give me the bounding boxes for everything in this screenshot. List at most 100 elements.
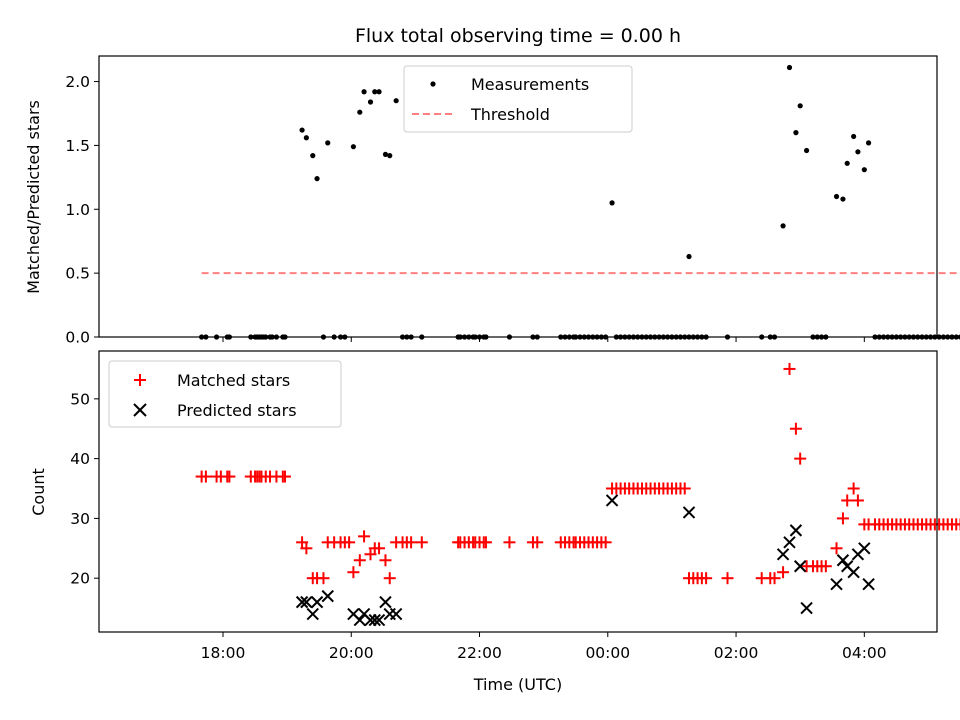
measurement-point [803,147,810,154]
chart-title: Flux total observing time = 0.00 h [355,25,681,47]
y-tick-label: 40 [70,450,90,468]
top-legend: Measurements Threshold [403,65,633,133]
top-panel: 0.00.51.01.52.0 Matched/Predicted stars … [24,55,960,347]
predicted-star-marker [776,548,790,561]
measurement-point [855,149,861,155]
measurement-point [840,196,846,202]
measurement-point [780,223,786,229]
matched-star-marker [223,470,236,483]
predicted-star-marker [858,542,871,555]
measurement-point [372,89,378,95]
matched-star-marker [830,542,843,555]
matched-star-marker [278,470,291,483]
top-y-axis-label: Matched/Predicted stars [24,100,43,294]
matched-star-marker [783,362,796,375]
bottom-legend: Matched stars Predicted stars [108,360,342,428]
matched-star-marker [851,494,864,507]
matched-star-marker [721,572,734,585]
y-tick-label: 50 [70,390,90,408]
measurement-point [350,144,356,150]
x-tick-label: 02:00 [714,644,759,662]
matched-star-marker [353,554,366,567]
matched-star-marker [405,536,418,549]
legend-matched-label: Matched stars [177,371,290,390]
y-tick-label: 20 [70,570,90,588]
matched-star-marker [199,470,212,483]
y-tick-label: 0.0 [65,329,90,347]
measurement-point [325,140,331,146]
measurement-point [609,200,615,206]
measurement-point [303,135,309,141]
x-tick-label: 22:00 [457,644,502,662]
legend-predicted-label: Predicted stars [177,401,297,420]
predicted-star-marker [789,524,803,537]
predicted-star-marker [379,595,392,609]
predicted-star-marker [605,494,619,507]
measurement-point [861,167,867,173]
y-tick-label: 1.0 [65,201,90,219]
matched-star-marker [358,530,371,543]
bottom-panel: 18:00 20:00 22:00 00:00 02:00 04:00 20 30 40 50 C… [29,350,960,694]
measurement-point [299,127,305,133]
predicted-star-marker [836,554,850,567]
y-tick-label: 0.5 [65,265,90,283]
measurement-point [393,98,399,104]
matched-star-marker [479,536,492,549]
top-axis-ticks: 0.0 0.5 1.0 1.5 2.0 [65,73,865,347]
measurement-point [314,176,320,182]
measurement-point [361,89,367,95]
measurement-point [936,334,942,340]
legend-measurements-label: Measurements [471,75,589,94]
matched-star-marker [794,452,807,465]
matched-star-marker [789,422,802,435]
matched-star-marker [777,566,790,579]
predicted-star-marker [682,506,696,519]
predicted-star-marker [353,613,367,627]
measurement-point [844,160,850,166]
measurement-point [382,151,389,157]
measurement-point [940,334,947,340]
matched-star-marker [343,536,356,549]
bottom-y-axis-label: Count [29,468,48,516]
y-tick-label: 30 [70,510,90,528]
y-tick-label: 1.5 [65,137,90,155]
measurement-point [376,89,382,95]
matched-star-marker [415,536,428,549]
matched-star-marker [531,536,544,549]
bottom-plot-marks [195,362,960,627]
measurement-point [387,153,393,159]
measurement-point [367,99,374,105]
predicted-star-marker [321,589,334,603]
matched-star-marker [373,542,386,555]
measurement-point [851,133,857,140]
x-tick-label: 04:00 [842,644,887,662]
predicted-star-marker [800,601,813,615]
predicted-star-marker [368,613,381,627]
bottom-legend-box [108,360,342,428]
measurement-point [957,334,960,340]
matched-star-marker [599,536,612,549]
matched-star-marker [317,572,330,585]
predicted-star-marker [389,607,403,621]
measurement-point [686,253,692,260]
legend-matched-marker [134,374,146,386]
legend-threshold-label: Threshold [470,105,550,124]
matched-star-marker [819,560,832,573]
predicted-star-marker [830,577,843,591]
measurement-point [793,130,799,136]
bottom-axis-ticks: 18:00 20:00 22:00 00:00 02:00 04:00 20 30 40 50 [70,390,886,662]
matched-star-marker [841,494,854,507]
matched-star-marker [300,542,313,555]
matched-star-marker [700,572,713,585]
predicted-star-marker [793,560,807,573]
measurement-point [786,64,793,71]
x-tick-label: 20:00 [329,644,374,662]
predicted-star-marker [295,595,309,609]
top-plot-frame [98,55,938,338]
y-tick-label: 2.0 [65,73,90,91]
predicted-star-marker [862,577,875,591]
predicted-star-marker [300,595,313,609]
predicted-star-marker [847,566,860,579]
predicted-star-marker [306,607,319,621]
